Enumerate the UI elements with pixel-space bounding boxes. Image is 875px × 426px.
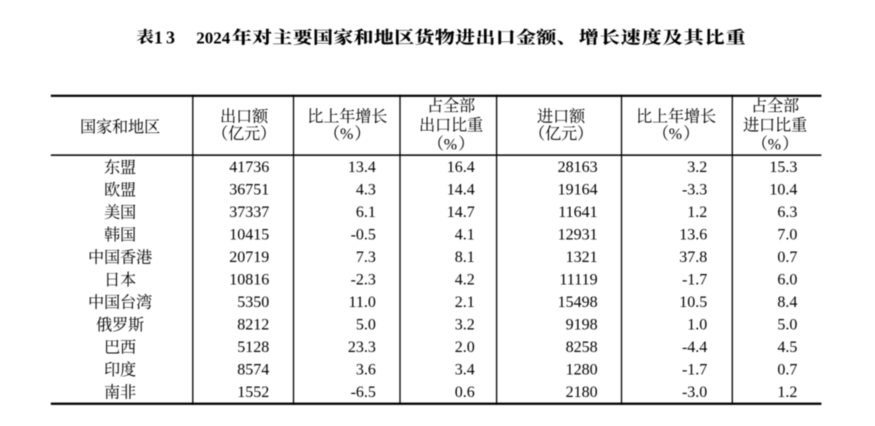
svg-text:4.3: 4.3 [356,181,376,198]
svg-text:6.3: 6.3 [777,204,797,221]
svg-text:-4.4: -4.4 [682,339,707,356]
svg-text:13.4: 13.4 [348,159,376,176]
svg-text:-6.5: -6.5 [351,384,376,401]
svg-text:3.4: 3.4 [455,361,475,378]
svg-text:1.0: 1.0 [687,316,707,333]
svg-text:8574: 8574 [237,361,269,378]
svg-text:2180: 2180 [566,384,598,401]
svg-text:0.7: 0.7 [777,249,797,266]
svg-text:8.4: 8.4 [777,294,797,311]
svg-text:6.1: 6.1 [356,204,376,221]
svg-text:5128: 5128 [237,339,269,356]
svg-text:15.3: 15.3 [769,159,797,176]
svg-text:4.2: 4.2 [455,271,475,288]
svg-text:3.2: 3.2 [687,159,707,176]
svg-text:20719: 20719 [229,249,269,266]
svg-text:-0.5: -0.5 [351,226,376,243]
svg-text:5.0: 5.0 [777,316,797,333]
svg-text:2.1: 2.1 [455,294,475,311]
svg-text:15498: 15498 [558,294,598,311]
svg-text:%: % [444,136,457,153]
svg-text:%: % [768,136,781,153]
svg-text:-2.3: -2.3 [351,271,376,288]
svg-text:1.2: 1.2 [777,384,797,401]
svg-text:9198: 9198 [566,316,598,333]
svg-text:12931: 12931 [558,226,598,243]
svg-text:%: % [669,126,682,143]
svg-text:10415: 10415 [229,226,269,243]
svg-text:3.6: 3.6 [356,361,376,378]
svg-text:8.1: 8.1 [455,249,475,266]
svg-text:-1.7: -1.7 [682,361,707,378]
svg-text:1.2: 1.2 [687,204,707,221]
svg-text:41736: 41736 [229,159,269,176]
svg-text:3: 3 [166,27,175,47]
svg-text:7.3: 7.3 [356,249,376,266]
svg-text:2024: 2024 [196,28,231,47]
svg-text:-3.0: -3.0 [682,384,707,401]
svg-text:6.0: 6.0 [777,271,797,288]
svg-text:7.0: 7.0 [777,226,797,243]
svg-text:13.6: 13.6 [679,226,707,243]
svg-text:37337: 37337 [229,204,269,221]
svg-text:8258: 8258 [566,339,598,356]
svg-text:11.0: 11.0 [348,294,375,311]
svg-text:4.1: 4.1 [455,226,475,243]
svg-text:14.7: 14.7 [447,204,475,221]
svg-text:11119: 11119 [559,271,597,288]
svg-text:0.7: 0.7 [777,361,797,378]
svg-text:-1.7: -1.7 [682,271,707,288]
svg-text:1: 1 [154,27,163,47]
svg-text:1280: 1280 [566,361,598,378]
svg-text:1552: 1552 [237,384,269,401]
svg-text:%: % [340,126,353,143]
svg-text:5.0: 5.0 [356,316,376,333]
svg-text:23.3: 23.3 [348,339,376,356]
svg-text:10.5: 10.5 [679,294,707,311]
svg-text:36751: 36751 [229,181,269,198]
svg-text:2.0: 2.0 [455,339,475,356]
svg-text:10816: 10816 [229,271,269,288]
svg-text:4.5: 4.5 [777,339,797,356]
svg-text:0.6: 0.6 [455,384,475,401]
svg-text:11641: 11641 [558,204,597,221]
svg-text:8212: 8212 [237,316,269,333]
svg-text:3.2: 3.2 [455,316,475,333]
svg-text:14.4: 14.4 [447,181,475,198]
svg-text:10.4: 10.4 [769,181,797,198]
svg-text:-3.3: -3.3 [682,181,707,198]
svg-text:19164: 19164 [558,181,598,198]
svg-text:28163: 28163 [558,159,598,176]
svg-text:37.8: 37.8 [679,249,707,266]
svg-text:1321: 1321 [566,249,598,266]
svg-text:5350: 5350 [237,294,269,311]
svg-text:16.4: 16.4 [447,159,475,176]
